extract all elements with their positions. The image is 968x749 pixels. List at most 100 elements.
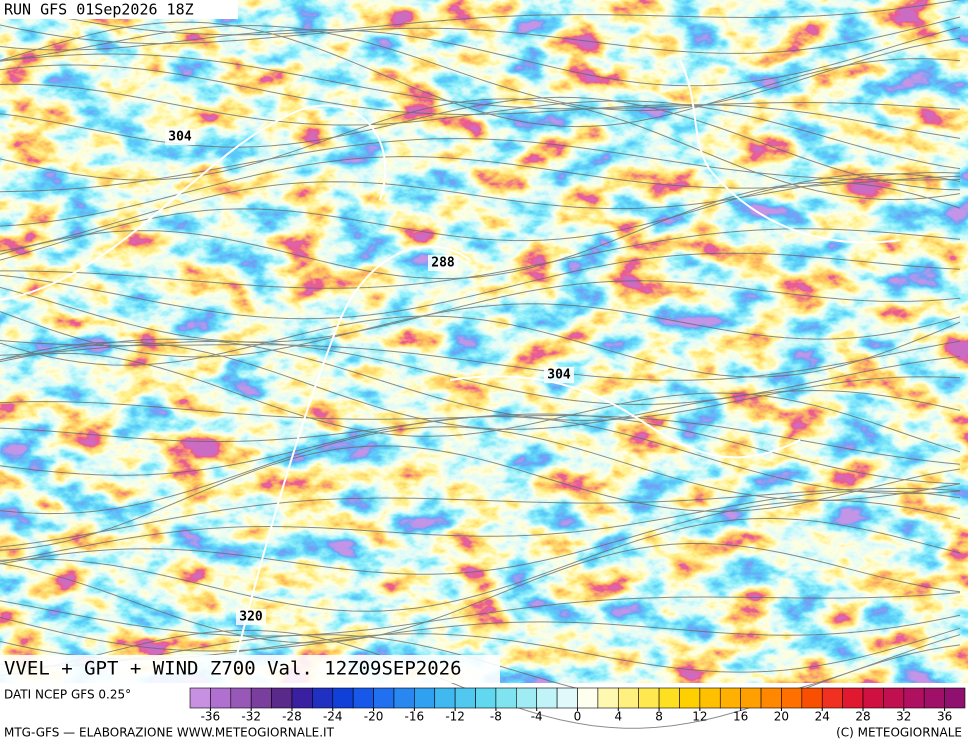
contour-label: 304: [547, 368, 571, 383]
colorbar-swatch: [332, 687, 354, 709]
colorbar-swatch: [352, 687, 374, 709]
colorbar-swatch: [189, 687, 211, 709]
colorbar-tick-label: -8: [490, 710, 502, 724]
streamline: [0, 487, 961, 548]
contour: [449, 375, 801, 459]
colorbar-tick-label: -24: [323, 710, 343, 724]
colorbar-tick-label: 24: [815, 710, 830, 724]
colorbar-swatch: [638, 687, 660, 709]
colorbar-swatch: [719, 687, 741, 709]
colorbar: -36 -32 -28 -24 -20 -16 -12 -8 -4 0 4 8 12 16 20 24 28 32…: [189, 687, 966, 724]
streamline: [0, 303, 961, 358]
colorbar-swatch: [210, 687, 232, 709]
streamline: [0, 592, 961, 637]
streamline: [0, 315, 961, 378]
colorbar-swatch: [556, 687, 578, 709]
streamline: [0, 96, 961, 191]
streamline: [0, 64, 961, 139]
streamline: [0, 543, 961, 644]
colorbar-swatch: [944, 687, 966, 709]
streamline: [0, 228, 961, 289]
contour-label-bg: [544, 367, 574, 383]
colorbar-tick-label: 8: [655, 710, 663, 724]
colorbar-swatch: [230, 687, 252, 709]
colorbar-tick-label: 4: [614, 710, 622, 724]
map-title: VVEL + GPT + WIND Z700 Val. 12Z09SEP2026: [4, 658, 462, 680]
colorbar-swatch: [536, 687, 558, 709]
colorbar-swatch: [577, 687, 599, 709]
colorbar-tick-label: 0: [574, 710, 582, 724]
streamline: [0, 0, 961, 36]
contour: [0, 104, 387, 301]
streamline: [0, 499, 961, 575]
streamline: [0, 415, 961, 495]
colorbar-swatch: [617, 687, 639, 709]
contour-label: 288: [431, 256, 455, 271]
streamline: [0, 25, 961, 112]
colorbar-tick-label: -16: [405, 710, 425, 724]
run-label: RUN GFS 01Sep2026 18Z: [4, 1, 194, 19]
colorbar-tick-label: -12: [445, 710, 465, 724]
footer-right: (C) METEOGIORNALE: [836, 726, 962, 740]
colorbar-swatch: [699, 687, 721, 709]
contour: [229, 245, 471, 684]
streamline: [0, 83, 961, 170]
colorbar-tick-label: 32: [896, 710, 911, 724]
colorbar-swatch: [414, 687, 436, 709]
streamline: [0, 53, 961, 110]
streamline: [0, 426, 961, 515]
colorbar-tick-label: -20: [364, 710, 384, 724]
streamline: [0, 338, 961, 421]
streamline: [0, 156, 961, 227]
contour-label-bg: [236, 609, 266, 625]
contour: [679, 59, 901, 244]
streamline: [0, 341, 961, 406]
contour-label: 320: [239, 610, 263, 625]
colorbar-swatch: [393, 687, 415, 709]
colorbar-swatch: [516, 687, 538, 709]
streamline: [0, 172, 961, 261]
colorbar-swatch: [781, 687, 803, 709]
colorbar-tick-label: -4: [531, 710, 543, 724]
colorbar-swatch: [658, 687, 680, 709]
streamlines: [0, 0, 961, 729]
colorbar-swatch: [291, 687, 313, 709]
colorbar-tick-label: -36: [201, 710, 221, 724]
streamline: [0, 614, 961, 652]
colorbar-swatch: [475, 687, 497, 709]
streamline: [0, 21, 961, 128]
streamline: [0, 352, 961, 453]
colorbar-swatch: [883, 687, 905, 709]
colorbar-swatch: [250, 687, 272, 709]
colorbar-swatch: [434, 687, 456, 709]
streamline: [0, 517, 961, 612]
colorbar-swatch: [312, 687, 334, 709]
streamline: [0, 26, 961, 87]
colorbar-swatch: [862, 687, 884, 709]
colorbar-swatch: [842, 687, 864, 709]
colorbar-swatch: [740, 687, 762, 709]
colorbar-tick-label: 36: [937, 710, 952, 724]
colorbar-tick-label: -28: [282, 710, 302, 724]
colorbar-swatch: [903, 687, 925, 709]
streamline: [0, 181, 961, 280]
streamline: [0, 138, 961, 193]
title-box: [0, 655, 500, 683]
contour-label-bg: [165, 129, 195, 145]
colorbar-swatch: [373, 687, 395, 709]
colorbar-tick-label: 16: [733, 710, 748, 724]
contour-label-bg: [428, 255, 458, 271]
colorbar-swatch: [454, 687, 476, 709]
streamline: [0, 280, 961, 343]
run-box: [0, 0, 238, 19]
colorbar-swatch: [495, 687, 517, 709]
streamline: [0, 445, 961, 551]
source-label: DATI NCEP GFS 0.25°: [4, 688, 131, 702]
colorbar-swatch: [923, 687, 945, 709]
colorbar-swatch: [801, 687, 823, 709]
colorbar-tick-label: 28: [855, 710, 870, 724]
colorbar-swatch: [679, 687, 701, 709]
colorbar-tick-label: 12: [692, 710, 707, 724]
